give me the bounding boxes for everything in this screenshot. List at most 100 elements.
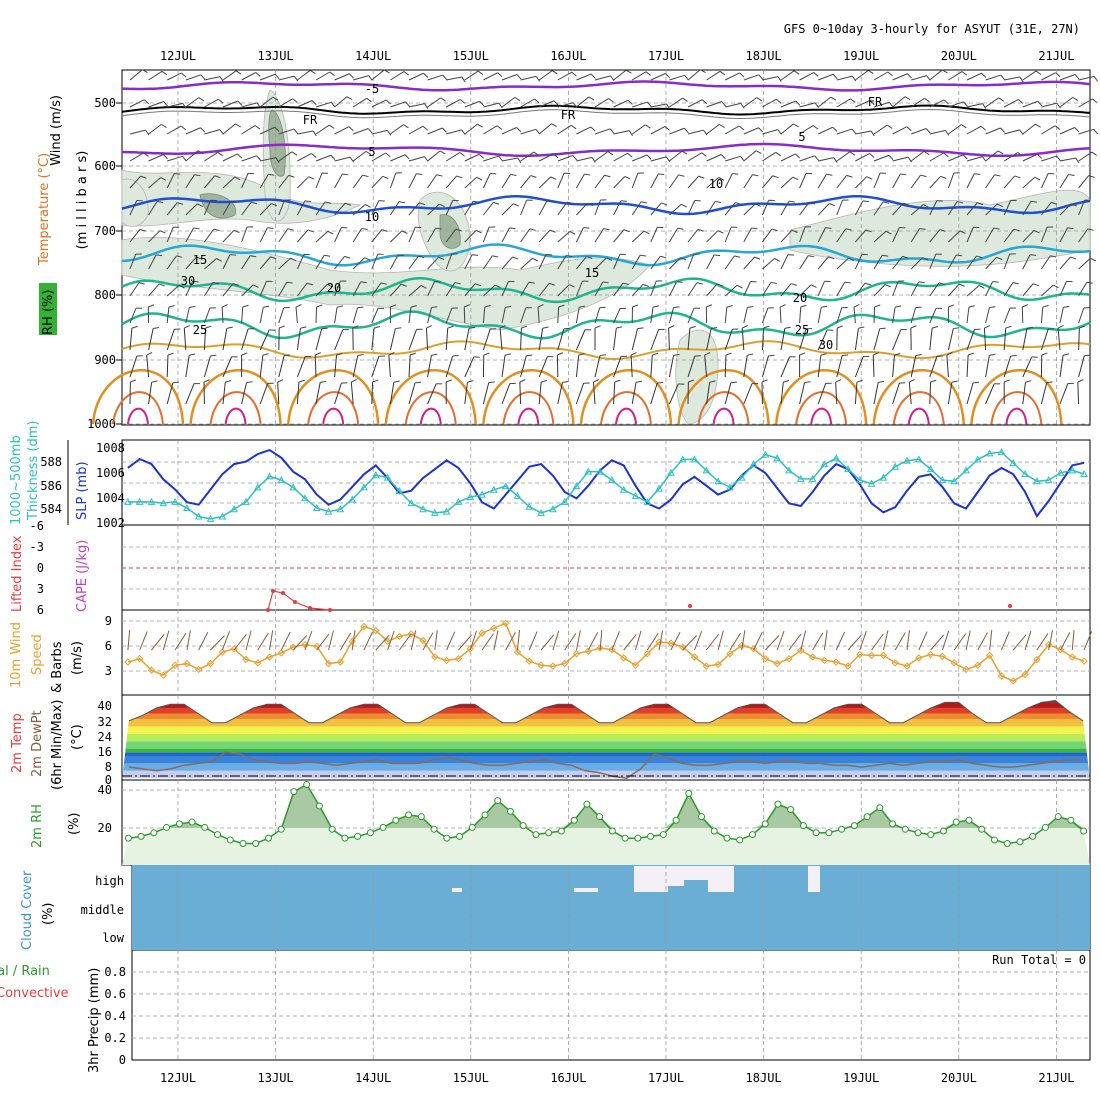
wind-barb	[826, 173, 833, 176]
contour-loop	[579, 368, 673, 425]
wind-barb	[966, 285, 980, 297]
wind-barb	[795, 100, 801, 106]
wind-barb	[613, 229, 625, 243]
wind-barb	[956, 254, 963, 257]
contour-loop	[990, 391, 1043, 425]
wind-barb	[395, 327, 402, 330]
wind-barb	[1022, 254, 1031, 270]
wind-barb	[145, 129, 150, 136]
wind-barb	[687, 282, 698, 297]
rh-marker	[1003, 840, 1011, 848]
ylabel-ms: (m/s)	[70, 641, 85, 675]
contour-loop	[419, 407, 442, 425]
rh-marker	[252, 840, 260, 848]
contour-loop	[112, 391, 164, 425]
wind-barb	[755, 203, 761, 207]
wind-barb	[743, 127, 759, 135]
cape-marker	[1008, 604, 1012, 608]
wind-barb	[873, 124, 888, 135]
wind-speed-marker	[336, 658, 345, 666]
cape-tick: 3	[37, 582, 44, 596]
thickness-marker	[950, 477, 959, 485]
wind-barb	[214, 175, 221, 179]
contour-loop	[795, 391, 848, 425]
wind-barb	[512, 256, 519, 260]
thickness-marker	[194, 512, 203, 520]
wind-barb	[519, 379, 526, 383]
rh-marker	[392, 816, 400, 824]
wind-barb	[372, 379, 379, 383]
wind-barb	[408, 255, 419, 270]
slp-tick: 1002	[96, 516, 125, 530]
wind-barb	[427, 150, 441, 162]
wind-barb-10m	[741, 630, 746, 651]
wind-barb	[1035, 70, 1042, 75]
wind-barb	[873, 255, 883, 270]
wind-barb	[743, 203, 756, 216]
wind-barb	[613, 130, 630, 135]
top-day-label: 16JUL	[550, 49, 586, 63]
wind-barb	[1003, 282, 1014, 297]
wind-barb	[292, 98, 298, 103]
wind-barb	[660, 255, 667, 259]
wind-speed-marker	[490, 624, 498, 632]
wind-tick: 6	[105, 639, 112, 653]
bottom-day-label: 14JUL	[355, 1071, 391, 1085]
wind-barb	[1004, 379, 1010, 383]
wind-barb	[594, 75, 611, 81]
rh-marker	[1029, 832, 1037, 840]
wind-speed-marker	[372, 626, 380, 635]
wind-barb	[669, 127, 685, 135]
wind-barb-10m	[682, 635, 697, 651]
thickness-marker	[360, 483, 368, 491]
wind-barb	[260, 73, 276, 81]
wind-barb	[537, 304, 544, 308]
wind-barb	[673, 306, 680, 309]
wind-barb	[873, 201, 884, 216]
wind-barb	[307, 229, 314, 233]
wind-barb	[576, 96, 590, 108]
wind-barb	[156, 200, 164, 204]
wind-barb	[166, 202, 178, 216]
wind-barb	[538, 328, 544, 351]
wind-barb	[315, 154, 332, 162]
wind-barb	[361, 227, 368, 231]
thickness-marker	[454, 497, 463, 505]
wind-barb	[985, 383, 995, 405]
wind-barb	[817, 227, 826, 243]
wind-speed-marker	[879, 651, 888, 660]
wind-barb	[364, 257, 371, 261]
wind-barb	[538, 70, 553, 81]
wind-barb	[168, 305, 175, 308]
wind-barb	[780, 356, 791, 378]
wind-barb	[832, 73, 838, 80]
contour-line	[121, 80, 1091, 92]
rh-legend-box	[39, 283, 57, 335]
wind-barb	[966, 125, 982, 135]
wind-barb	[817, 383, 827, 405]
contour-label: 10	[365, 210, 379, 224]
wind-barb	[973, 381, 980, 384]
wind-barb	[256, 102, 262, 108]
wind-barb	[334, 227, 342, 243]
wind-barb	[1067, 227, 1074, 230]
wind-barb-10m	[1024, 630, 1032, 651]
thickness-marker	[253, 483, 262, 491]
wind-barb	[497, 72, 503, 78]
wind-barb	[687, 99, 703, 108]
wind-barb	[1092, 98, 1098, 104]
wind-barb	[944, 130, 950, 136]
wind-barb	[222, 356, 233, 378]
slp-line	[127, 448, 1085, 518]
wind-barb	[148, 254, 157, 270]
wind-barb	[467, 380, 474, 383]
wind-barb	[275, 157, 280, 163]
wind-barb	[408, 382, 416, 405]
wind-barb	[799, 382, 806, 405]
wind-barb	[724, 125, 740, 135]
wind-barb	[650, 173, 659, 189]
wind-barb	[520, 282, 530, 297]
wind-barb	[259, 256, 271, 270]
wind-barb	[330, 154, 336, 161]
wind-barb	[148, 101, 164, 108]
